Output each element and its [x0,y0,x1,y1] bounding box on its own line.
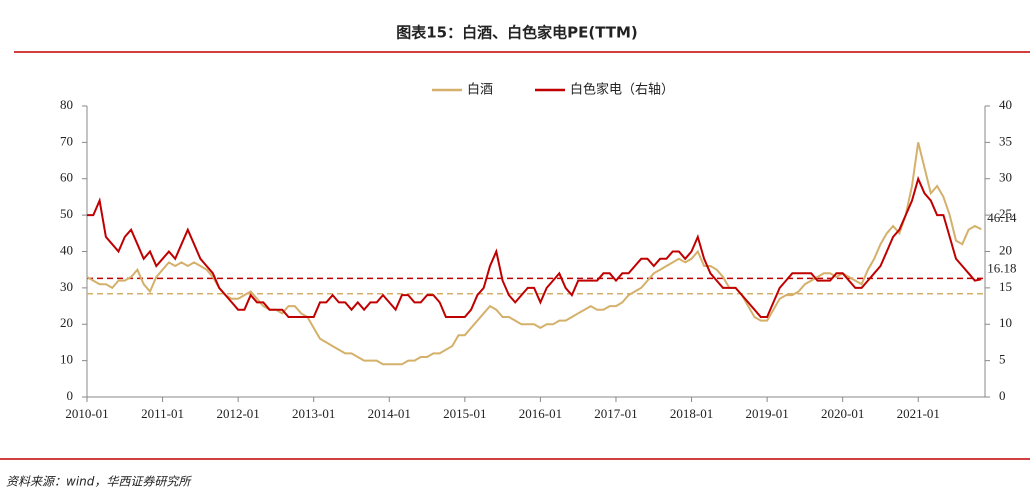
x-tick-label: 2021-01 [897,406,940,421]
y2-tick-label: 30 [999,170,1012,185]
x-tick-label: 2019-01 [745,406,788,421]
y2-tick-label: 20 [999,242,1012,257]
y2-tick-label: 40 [999,97,1012,112]
y-tick-label: 0 [67,388,74,403]
y2-tick-label: 25 [999,206,1012,221]
chart-title: 图表15：白酒、白色家电PE(TTM) [396,24,638,42]
x-tick-label: 2020-01 [821,406,864,421]
y-tick-label: 10 [60,352,73,367]
x-tick-label: 2010-01 [65,406,108,421]
y-tick-label: 50 [60,206,73,221]
x-tick-label: 2011-01 [141,406,184,421]
y-tick-label: 60 [60,170,73,185]
legend-label: 白酒 [467,82,493,98]
y2-tick-label: 0 [999,388,1006,403]
x-tick-label: 2014-01 [368,406,411,421]
x-tick-label: 2015-01 [443,406,486,421]
y-tick-label: 30 [60,279,73,294]
x-tick-label: 2013-01 [292,406,335,421]
y-tick-label: 40 [60,242,73,257]
y2-tick-label: 15 [999,279,1012,294]
y2-tick-label: 10 [999,315,1012,330]
x-tick-label: 2018-01 [670,406,713,421]
y-tick-label: 70 [60,133,73,148]
y-tick-label: 80 [60,97,73,112]
series-line [86,142,982,366]
y-tick-label: 20 [60,315,73,330]
y2-tick-label: 35 [999,133,1012,148]
x-tick-label: 2012-01 [216,406,259,421]
end-value-label: 16.18 [987,260,1016,275]
y2-tick-label: 5 [999,352,1006,367]
x-tick-label: 2017-01 [594,406,637,421]
x-tick-label: 2016-01 [519,406,562,421]
series-line [87,175,982,318]
end-value-label: 46.14 [987,210,1017,225]
legend-label: 白色家电（右轴） [570,82,674,98]
source-note: 资料来源：wind，华西证券研究所 [6,475,192,489]
